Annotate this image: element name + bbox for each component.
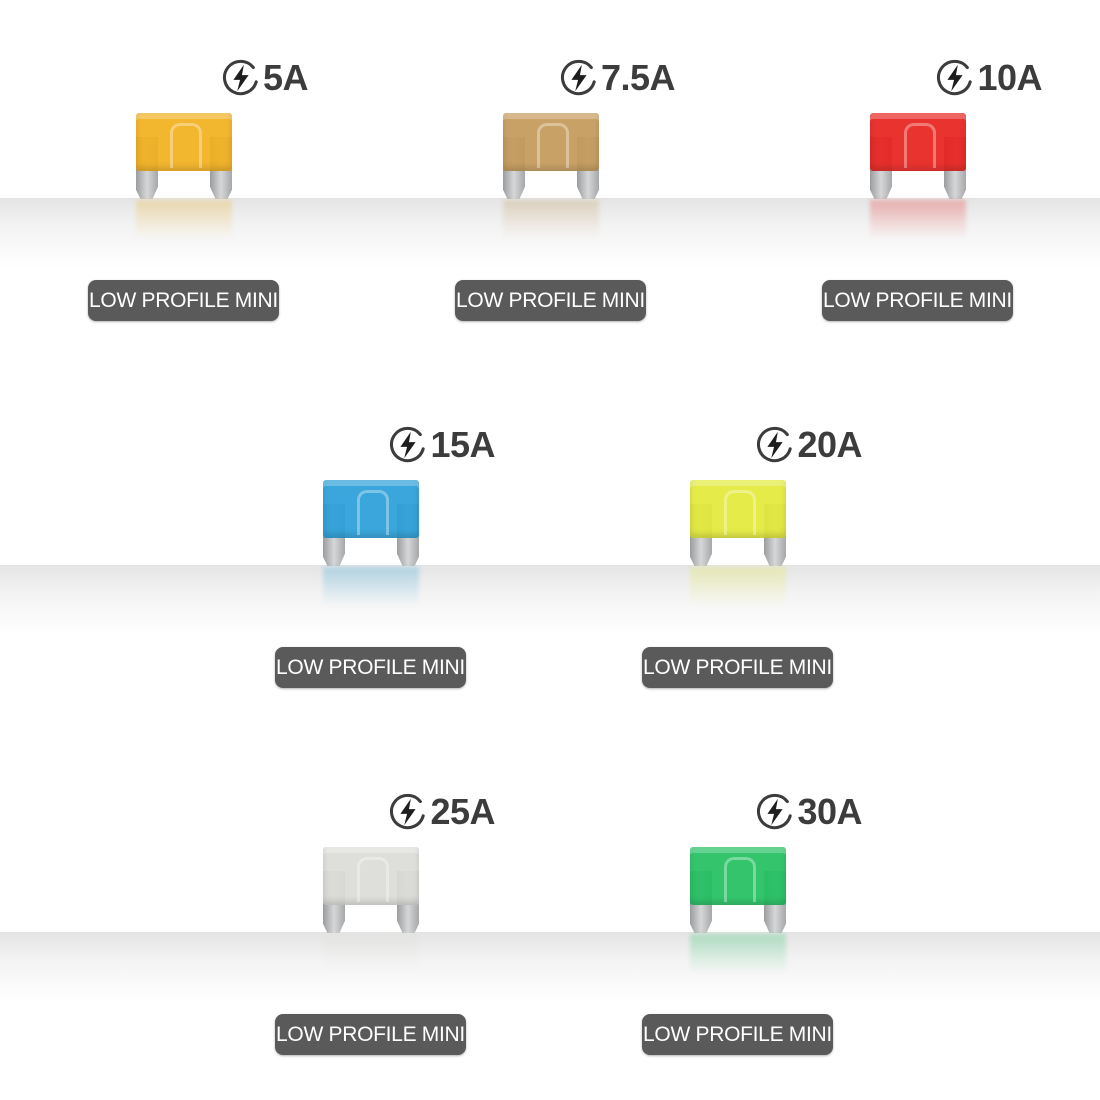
rating: 10A xyxy=(936,56,1042,100)
rating: 5A xyxy=(222,56,309,100)
lightning-bolt-circle-icon xyxy=(390,793,426,830)
shelf xyxy=(0,565,1100,635)
lightning-bolt-circle-icon xyxy=(937,59,973,96)
fuse-reflection xyxy=(870,200,966,240)
fuse-image xyxy=(323,480,419,566)
type-badge: LOW PROFILE MINI xyxy=(88,280,279,321)
lightning-bolt-circle-icon xyxy=(222,59,258,96)
fuse-reflection xyxy=(323,934,419,974)
rating-text: 25A xyxy=(430,791,495,832)
type-badge: LOW PROFILE MINI xyxy=(822,280,1013,321)
rating: 30A xyxy=(756,790,862,834)
lightning-bolt-circle-icon xyxy=(560,59,596,96)
type-badge: LOW PROFILE MINI xyxy=(642,647,833,688)
fuse-reflection xyxy=(503,200,599,240)
rating-text: 10A xyxy=(977,57,1042,98)
rating: 15A xyxy=(389,423,495,467)
fuse-reflection xyxy=(136,200,232,240)
rating: 25A xyxy=(389,790,495,834)
fuse-card: 20A LOW PROFILE MINI xyxy=(612,367,862,707)
fuse-card: 30A LOW PROFILE MINI xyxy=(612,734,862,1074)
rating-text: 30A xyxy=(797,791,862,832)
type-badge: LOW PROFILE MINI xyxy=(275,647,466,688)
rating: 20A xyxy=(756,423,862,467)
rating-text: 5A xyxy=(262,57,309,98)
fuse-card: 15A LOW PROFILE MINI xyxy=(245,367,495,707)
lightning-bolt-circle-icon xyxy=(757,793,793,830)
shelf xyxy=(0,932,1100,1002)
shelf xyxy=(0,198,1100,268)
type-badge: LOW PROFILE MINI xyxy=(642,1014,833,1055)
rating-text: 15A xyxy=(430,424,495,465)
fuse-card: 25A LOW PROFILE MINI xyxy=(245,734,495,1074)
lightning-bolt-circle-icon xyxy=(757,426,793,463)
fuse-card: 10A LOW PROFILE MINI xyxy=(792,0,1042,340)
rating-text: 7.5A xyxy=(600,57,676,98)
fuse-card: 5A LOW PROFILE MINI xyxy=(58,0,309,340)
fuse-image xyxy=(136,113,232,199)
fuse-reflection xyxy=(690,934,786,974)
type-badge: LOW PROFILE MINI xyxy=(275,1014,466,1055)
type-badge: LOW PROFILE MINI xyxy=(455,280,646,321)
fuse-reflection xyxy=(323,567,419,607)
fuse-image xyxy=(323,847,419,933)
fuse-card: 7.5A LOW PROFILE MINI xyxy=(425,0,676,340)
fuse-image xyxy=(690,480,786,566)
lightning-bolt-circle-icon xyxy=(390,426,426,463)
fuse-image xyxy=(870,113,966,199)
rating: 7.5A xyxy=(560,56,676,100)
rating-text: 20A xyxy=(797,424,862,465)
fuse-reflection xyxy=(690,567,786,607)
fuse-image xyxy=(690,847,786,933)
fuse-image xyxy=(503,113,599,199)
